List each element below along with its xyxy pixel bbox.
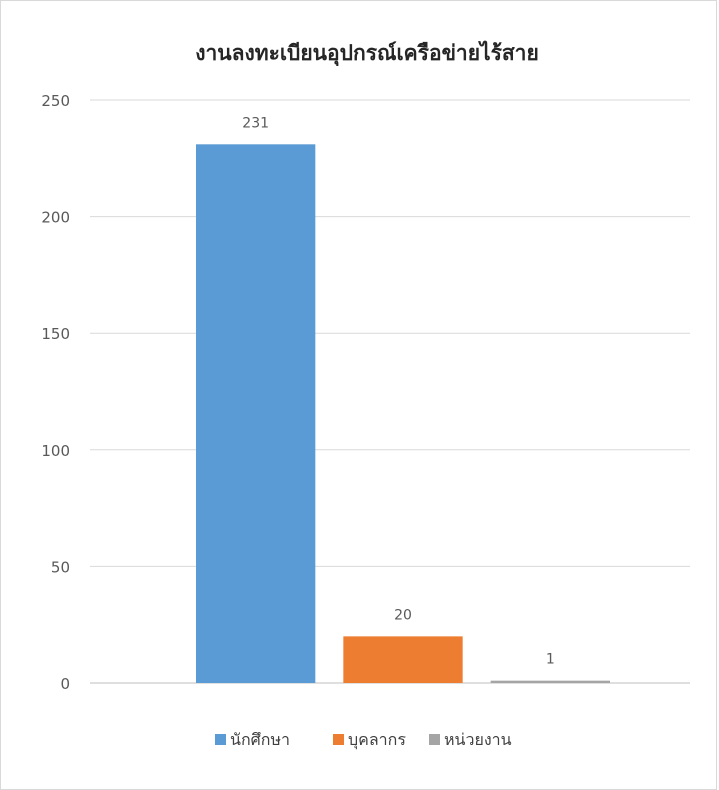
legend-label: หน่วยงาน (444, 730, 512, 749)
legend-swatch (215, 734, 226, 745)
y-axis-ticks: 0 50 100 150 200 250 (41, 92, 70, 693)
y-tick-label: 200 (41, 209, 70, 227)
legend-label: บุคลากร (348, 730, 406, 750)
y-tick-label: 50 (51, 558, 70, 576)
bar-3 (490, 680, 610, 683)
legend-swatch (429, 734, 440, 745)
legend-swatch (333, 734, 344, 745)
bar-2 (343, 636, 463, 683)
bar-chart: งานลงทะเบียนอุปกรณ์เครือข่ายไร้สาย 05010… (41, 40, 690, 750)
data-label: 1 (546, 652, 555, 668)
gridlines (90, 99, 690, 684)
chart-title: งานลงทะเบียนอุปกรณ์เครือข่ายไร้สาย (195, 40, 539, 67)
y-tick-label: 0 (60, 675, 70, 693)
data-label: 20 (394, 607, 412, 623)
y-tick-label: 150 (41, 325, 70, 343)
y-tick-label: 100 (41, 442, 70, 460)
data-labels: 231 20 1 (242, 115, 554, 667)
legend-label: นักศึกษา (230, 730, 290, 749)
bars (196, 144, 610, 684)
legend: นักศึกษา บุคลากร หน่วยงาน (215, 730, 512, 750)
bar-1 (196, 144, 316, 684)
y-tick-label: 250 (41, 92, 70, 110)
data-label: 231 (242, 115, 269, 131)
